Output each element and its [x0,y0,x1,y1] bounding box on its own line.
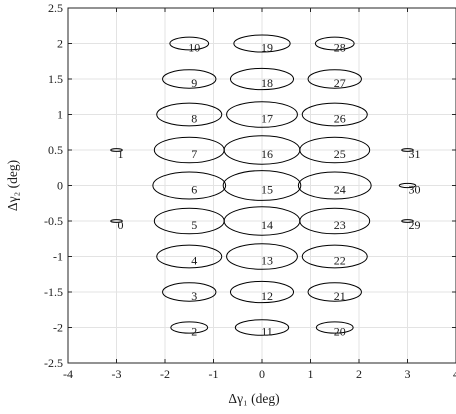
ellipse-label-31: 31 [409,147,421,161]
ellipse-29 [401,219,414,223]
y-tick-label: -2.5 [44,356,63,370]
y-axis-label: Δγ₂ (deg) [5,160,20,211]
y-tick-label: -0.5 [44,214,63,228]
ellipse-label-1: 1 [118,147,124,161]
ellipse-17 [226,101,298,128]
ellipse-label-19: 19 [261,41,273,55]
ellipse-label-layer: 0123456789101112131415161718192021222324… [118,41,421,339]
x-tick-label: 3 [405,367,411,381]
ellipse-label-11: 11 [261,325,273,339]
y-tick-label: 2.5 [48,1,63,15]
x-tick-label: -1 [209,367,219,381]
ellipse-13 [226,243,298,270]
ellipse-label-2: 2 [191,325,197,339]
y-tick-label: 1.5 [48,72,63,86]
ellipse-0 [110,219,123,223]
ellipse-label-23: 23 [334,218,346,232]
ellipse-label-10: 10 [188,41,200,55]
ellipse-31 [401,148,414,152]
ellipse-label-26: 26 [334,112,346,126]
ellipse-19 [233,34,291,53]
ellipse-label-21: 21 [334,289,346,303]
x-tick-label: 0 [259,367,265,381]
ellipse-label-25: 25 [334,147,346,161]
ellipse-label-29: 29 [409,218,421,232]
y-tick-label: -1 [53,250,63,264]
ellipse-label-16: 16 [261,147,273,161]
ellipse-4 [156,244,223,269]
tick-layer: -4 -3 -2 -1 0 1 2 3 4-2.5-2-1.5-1-0.500.511.522.… [44,1,456,381]
y-tick-label: 0 [57,179,63,193]
ellipse-label-14: 14 [261,218,273,232]
y-tick-label: 1 [57,108,63,122]
x-tick-label: -4 [63,367,73,381]
ellipse-label-12: 12 [261,289,273,303]
ellipse-label-5: 5 [191,218,197,232]
y-tick-label: -2 [53,321,63,335]
ellipse-label-9: 9 [191,76,197,90]
grid-layer [67,7,456,364]
ellipse-24 [297,171,372,200]
ellipse-6 [152,171,227,200]
ellipse-20 [315,321,354,334]
ellipse-21 [307,282,362,302]
y-tick-label: 0.5 [48,143,63,157]
ellipse-label-0: 0 [118,218,124,232]
ellipse-8 [156,102,223,127]
x-tick-label: 1 [308,367,314,381]
ellipse-label-24: 24 [334,183,346,197]
x-tick-label: -3 [112,367,122,381]
ellipse-label-27: 27 [334,76,346,90]
ellipse-15 [222,170,302,201]
ellipse-label-30: 30 [409,183,421,197]
ellipse-1 [110,148,123,152]
ellipse-label-15: 15 [261,183,273,197]
ellipse-label-4: 4 [191,254,197,268]
ellipse-26 [301,102,368,127]
ellipse-label-8: 8 [191,112,197,126]
ellipse-22 [301,244,368,269]
ellipse-11 [234,319,290,336]
ellipse-layer [110,34,417,336]
y-tick-label: -1.5 [44,285,63,299]
ellipse-label-18: 18 [261,76,273,90]
ellipse-25 [299,136,371,164]
ellipse-3 [162,282,217,302]
ellipse-23 [299,207,371,235]
ellipse-label-20: 20 [334,325,346,339]
x-tick-label: 4 [453,367,456,381]
x-axis-label: Δγ₁ (deg) [228,391,279,406]
ellipse-9 [162,69,217,89]
ellipse-label-17: 17 [261,112,273,126]
ellipse-label-22: 22 [334,254,346,268]
ellipse-label-3: 3 [191,289,197,303]
ellipse-2 [170,321,209,334]
x-tick-label: -2 [160,367,170,381]
ellipse-27 [307,69,362,89]
ellipse-10 [169,36,210,51]
ellipse-label-6: 6 [191,183,197,197]
ellipse-12 [229,280,295,304]
ellipse-label-13: 13 [261,254,273,268]
ellipse-label-7: 7 [191,147,197,161]
ellipse-30 [398,182,417,189]
ellipse-18 [229,67,295,91]
ellipse-label-28: 28 [334,41,346,55]
x-tick-label: 2 [356,367,362,381]
ellipse-28 [314,36,355,51]
y-tick-label: 2 [57,37,63,51]
